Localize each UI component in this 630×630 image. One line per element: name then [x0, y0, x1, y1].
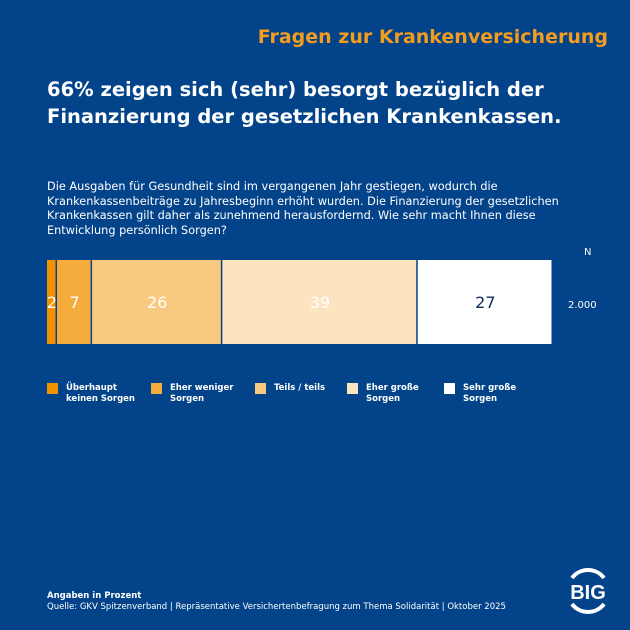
legend-swatch — [347, 383, 358, 394]
unit-note: Angaben in Prozent — [47, 591, 142, 601]
big-logo: BIG — [570, 568, 606, 614]
bar-value-label: 7 — [69, 293, 79, 312]
bar-segment — [222, 260, 417, 344]
legend-swatch — [47, 383, 58, 394]
survey-question: Die Ausgaben für Gesundheit sind im verg… — [47, 180, 559, 237]
legend-item: Eher weniger Sorgen — [151, 383, 255, 405]
legend-label: Eher große Sorgen — [366, 383, 419, 404]
source-note: Quelle: GKV Spitzenverband | Repräsentat… — [47, 602, 506, 612]
legend-label: Überhaupt keinen Sorgen — [66, 383, 135, 404]
legend-swatch — [255, 383, 266, 394]
bar-segment — [57, 260, 91, 344]
legend-item: Teils / teils — [255, 383, 347, 405]
bar-segment — [417, 260, 552, 344]
legend-swatch — [151, 383, 162, 394]
bar-segment — [92, 260, 221, 344]
bar-value-label: 27 — [475, 293, 495, 312]
svg-text:BIG: BIG — [570, 582, 606, 604]
n-value: 2.000 — [568, 300, 597, 311]
legend-label: Eher weniger Sorgen — [170, 383, 234, 404]
legend-label: Sehr große Sorgen — [463, 383, 517, 404]
legend-swatch — [444, 383, 455, 394]
n-label: N — [584, 247, 592, 258]
legend-item: Überhaupt keinen Sorgen — [47, 383, 151, 405]
legend-item: Eher große Sorgen — [347, 383, 444, 405]
bar-value-label: 2 — [47, 293, 57, 312]
bar-value-label: 39 — [310, 293, 330, 312]
bar-value-label: 26 — [147, 293, 167, 312]
bar-segment — [47, 260, 56, 344]
legend-label: Teils / teils — [274, 383, 326, 393]
topic-title: Fragen zur Krankenversicherung — [257, 26, 608, 48]
legend-item: Sehr große Sorgen — [444, 383, 544, 405]
headline: 66% zeigen sich (sehr) besorgt bezüglich… — [47, 78, 562, 128]
legend: Überhaupt keinen Sorgen Eher weniger Sorgen… — [47, 383, 544, 405]
